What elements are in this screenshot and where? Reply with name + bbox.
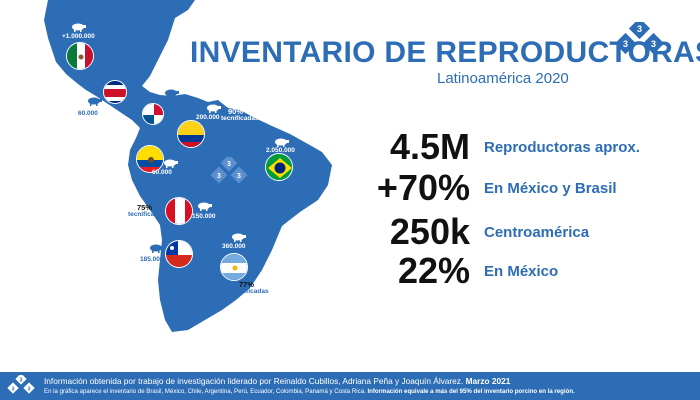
footer-note: En la gráfica aparece el inventario de B… [44,388,366,395]
peru-pct-note: tecnificadas [128,211,166,218]
footer-bar: 3 3 3 Información obtenida por trabajo d… [0,372,700,400]
pig-icon [164,159,178,168]
brazil-value-label: 2.050.000 [266,147,295,154]
stat-value: 4.5M [389,126,470,167]
pig-icon [150,244,164,253]
footer-source: Información obtenida por trabajo de inve… [44,376,464,386]
svg-text:3: 3 [20,378,23,384]
stat-row: +70% En México y Brasil [270,167,617,209]
svg-text:3: 3 [217,173,221,180]
svg-text:3: 3 [637,24,642,34]
svg-text:3: 3 [623,39,628,49]
colombia-pct-note: tecnificadas [221,115,259,122]
stat-value: 250k [389,211,470,252]
pig-icon [232,233,246,242]
stat-label: Centroamérica [484,223,590,241]
stat-row: 250k Centroamérica [270,211,589,253]
peru-pct-label: 75% [137,203,153,212]
footer-date: Marzo 2021 [465,376,511,386]
argentina-flag-icon [220,253,248,281]
argentina-pct-note: tecnificadas [231,288,269,295]
panama-value-label: 30.000 [160,99,180,106]
colombia-pct-label: 90% [228,107,244,116]
svg-text:3: 3 [237,173,241,180]
argentina-value-label: 360.000 [222,243,246,250]
footer-logo-icon: 3 3 3 [7,375,35,394]
pig-icon [72,23,86,32]
pig-icon [207,104,221,113]
chile-flag-icon [165,240,193,268]
peru-flag-icon [165,197,193,225]
footer-note-text: En la gráfica aparece el inventario de B… [44,388,575,395]
page-title: INVENTARIO DE REPRODUCTORAS [190,36,700,69]
mexico-value-label: +1.000.000 [62,33,95,40]
svg-text:3: 3 [28,387,31,393]
pig-icon [198,202,212,211]
page-subtitle: Latinoamérica 2020 [437,70,569,87]
ecuador-flag-icon [136,145,164,173]
footer-source-text: Información obtenida por trabajo de inve… [44,376,510,386]
stat-label: En México [484,262,559,280]
pig-icon [275,138,289,147]
watermark-logo-icon: 3 3 3 [210,157,248,184]
brazil-flag-icon [265,153,293,181]
costa-rica-value-label: 60.000 [78,110,98,117]
svg-text:3: 3 [227,161,231,168]
ecuador-value-label: 60.000 [152,169,172,176]
colombia-value-label: 200.000 [196,114,220,121]
colombia-flag-icon [177,120,205,148]
pig-icon [165,89,179,98]
svg-text:3: 3 [651,39,656,49]
stat-row: 22% En México [270,250,558,292]
stat-value: 22% [397,250,470,291]
mexico-flag-icon [66,42,94,70]
logo-333-icon: 3 3 3 [614,22,665,55]
stat-row: 4.5M Reproductoras aprox. [270,126,640,168]
svg-text:3: 3 [12,387,15,393]
chile-value-label: 185.000 [140,256,164,263]
stat-value: +70% [376,167,470,208]
footer-note-bold: Información equivale a más del 95% del i… [367,388,575,395]
panama-flag-icon [142,103,164,125]
costa-rica-flag-icon [103,80,127,104]
stat-label: En México y Brasil [484,179,617,197]
pig-icon [88,97,102,106]
stat-label: Reproductoras aprox. [484,138,640,156]
peru-value-label: 150.000 [192,213,216,220]
argentina-pct-label: 77% [239,280,255,289]
